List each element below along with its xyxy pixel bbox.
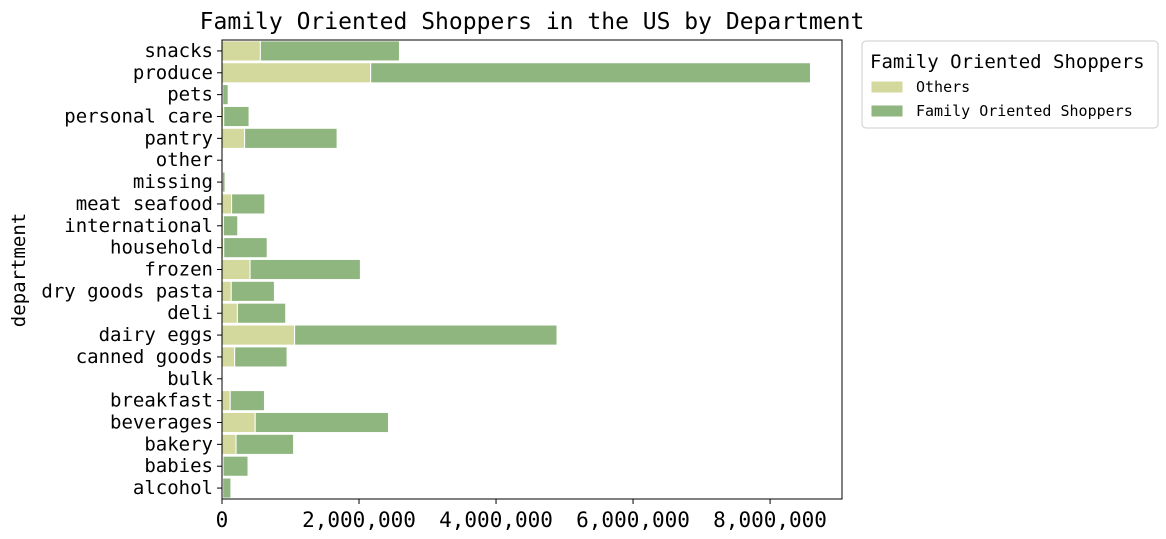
bar-beverages-others	[221, 411, 256, 434]
x-tick-label-0: 0	[216, 508, 229, 532]
y-tick-label-canned-goods: canned goods	[76, 346, 213, 368]
axes-layer: alcoholbabiesbakerybeveragesbreakfastbul…	[41, 40, 827, 532]
bar-alcohol-family-oriented-shoppers	[222, 477, 232, 499]
bar-deli-others	[221, 302, 238, 324]
y-tick-label-other: other	[156, 149, 213, 171]
y-tick-label-bakery: bakery	[144, 433, 213, 455]
bar-international-family-oriented-shoppers	[222, 215, 239, 237]
bar-meat-seafood-family-oriented-shoppers	[231, 193, 266, 215]
bar-bakery-others	[221, 433, 237, 455]
bar-canned-goods-family-oriented-shoppers	[234, 346, 288, 368]
y-tick-label-babies: babies	[144, 455, 213, 477]
bar-dairy-eggs-family-oriented-shoppers	[294, 324, 558, 346]
bar-pantry-family-oriented-shoppers	[244, 127, 338, 149]
y-tick-label-bulk: bulk	[167, 368, 213, 390]
y-tick-label-produce: produce	[133, 62, 213, 84]
bar-produce-family-oriented-shoppers	[370, 62, 811, 84]
y-tick-label-breakfast: breakfast	[110, 390, 213, 412]
bar-canned-goods-others	[221, 346, 236, 368]
bar-bakery-family-oriented-shoppers	[235, 433, 295, 455]
legend-label-family-oriented-shoppers: Family Oriented Shoppers	[916, 102, 1133, 120]
bar-frozen-others	[221, 258, 251, 281]
y-tick-label-pantry: pantry	[144, 127, 213, 149]
bar-dairy-eggs-others	[221, 324, 296, 346]
y-tick-label-missing: missing	[133, 171, 213, 193]
legend-title: Family Oriented Shoppers	[870, 51, 1145, 73]
bar-pantry-others	[221, 127, 246, 149]
legend-label-others: Others	[916, 78, 970, 96]
y-tick-label-snacks: snacks	[144, 40, 213, 62]
y-tick-label-dairy-eggs: dairy eggs	[99, 324, 213, 346]
bar-babies-family-oriented-shoppers	[222, 455, 249, 477]
y-tick-label-pets: pets	[167, 84, 213, 106]
x-tick-label-6000000: 6,000,000	[576, 508, 690, 532]
bar-dry-goods-pasta-others	[221, 280, 232, 302]
chart-title: Family Oriented Shoppers in the US by De…	[200, 9, 865, 35]
bar-snacks-family-oriented-shoppers	[259, 40, 400, 62]
bar-meat-seafood-others	[221, 193, 233, 215]
bar-household-family-oriented-shoppers	[223, 237, 268, 259]
x-tick-label-2000000: 2,000,000	[302, 508, 416, 532]
bar-produce-others	[221, 62, 372, 84]
legend-frame	[861, 40, 1159, 129]
bars-layer	[221, 40, 811, 499]
y-tick-label-household: household	[110, 237, 213, 259]
x-tick-label-8000000: 8,000,000	[713, 508, 827, 532]
y-tick-label-dry-goods-pasta: dry goods pasta	[41, 280, 213, 302]
y-tick-label-frozen: frozen	[144, 259, 213, 281]
y-tick-label-personal-care: personal care	[64, 106, 213, 128]
legend-swatch-others	[870, 80, 904, 94]
y-axis-label: department	[8, 213, 30, 327]
y-tick-label-beverages: beverages	[110, 412, 213, 434]
bar-personal-care-family-oriented-shoppers	[223, 105, 250, 128]
bar-beverages-family-oriented-shoppers	[254, 411, 389, 434]
bar-snacks-others	[221, 40, 261, 62]
y-tick-label-alcohol: alcohol	[133, 477, 213, 499]
y-tick-label-meat-seafood: meat seafood	[76, 193, 213, 215]
bar-pets-family-oriented-shoppers	[222, 84, 229, 106]
bar-deli-family-oriented-shoppers	[236, 302, 287, 324]
bar-breakfast-family-oriented-shoppers	[229, 390, 265, 412]
x-tick-label-4000000: 4,000,000	[439, 508, 553, 532]
bar-breakfast-others	[221, 390, 231, 412]
bar-missing-family-oriented-shoppers	[221, 171, 226, 193]
bar-frozen-family-oriented-shoppers	[249, 258, 361, 281]
legend-swatch-family-oriented-shoppers	[870, 104, 904, 118]
bar-dry-goods-pasta-family-oriented-shoppers	[230, 280, 275, 302]
y-tick-label-deli: deli	[167, 302, 213, 324]
y-tick-label-international: international	[64, 215, 213, 237]
legend: Family Oriented Shoppers Others Family O…	[861, 40, 1159, 129]
